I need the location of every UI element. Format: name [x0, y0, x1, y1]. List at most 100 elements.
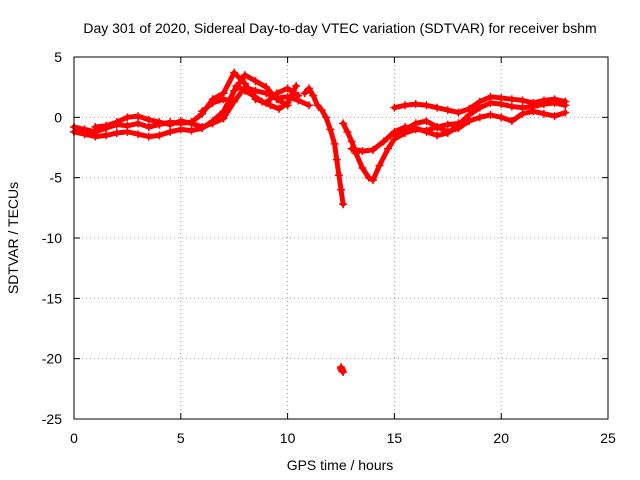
data-points: [70, 68, 570, 376]
x-tick-label: 25: [600, 430, 616, 446]
data-point: [240, 86, 249, 95]
data-point: [112, 129, 121, 138]
series-track-4: [198, 81, 301, 116]
x-tick-label: 15: [387, 430, 403, 446]
y-axis-label: SDTVAR / TECUs: [5, 182, 21, 294]
data-point: [465, 116, 474, 125]
data-point: [550, 95, 559, 104]
data-point: [275, 104, 284, 113]
data-point: [339, 200, 348, 209]
data-point: [390, 131, 399, 140]
data-point: [390, 103, 399, 112]
y-tick-labels: -25 -20 -15 -10 -5 0 5: [42, 49, 62, 427]
data-point: [155, 131, 164, 140]
data-point: [144, 122, 153, 131]
data-point: [176, 116, 185, 125]
data-point: [304, 84, 313, 93]
y-tick-label: -10: [42, 230, 62, 246]
y-tick-label: -15: [42, 290, 62, 306]
data-point: [208, 98, 217, 107]
data-point: [112, 118, 121, 127]
data-point: [422, 127, 431, 136]
data-point: [102, 131, 111, 140]
y-tick-label: -25: [42, 411, 62, 427]
x-tick-labels: 0 5 10 15 20 25: [70, 430, 616, 446]
series-track-9: [390, 107, 570, 140]
data-point: [518, 96, 527, 105]
axis-ticks: [73, 56, 609, 420]
data-point: [317, 106, 326, 115]
data-point: [518, 109, 527, 118]
data-point: [91, 132, 100, 141]
data-point: [144, 115, 153, 124]
data-point: [529, 98, 538, 107]
series-track-5: [300, 84, 348, 209]
data-point: [401, 101, 410, 110]
chart-title: Day 301 of 2020, Sidereal Day-to-day VTE…: [83, 20, 596, 36]
data-point: [240, 71, 249, 80]
y-tick-label: 5: [54, 49, 62, 65]
data-point: [266, 101, 275, 110]
data-point: [208, 119, 217, 128]
data-point: [198, 122, 207, 131]
data-point: [219, 95, 228, 104]
data-point: [529, 107, 538, 116]
data-point: [561, 108, 570, 117]
data-point: [334, 171, 343, 180]
data-point: [561, 97, 570, 106]
data-point: [144, 132, 153, 141]
data-point: [176, 125, 185, 134]
data-point: [422, 116, 431, 125]
series-track-8: [390, 92, 570, 117]
data-point: [475, 113, 484, 122]
x-tick-label: 10: [280, 430, 296, 446]
y-tick-label: -5: [50, 170, 63, 186]
data-point: [292, 81, 301, 90]
data-point: [134, 112, 143, 121]
data-point: [539, 109, 548, 118]
data-point: [347, 137, 356, 146]
data-point: [497, 94, 506, 103]
data-point: [497, 113, 506, 122]
data-point: [313, 101, 322, 110]
x-tick-label: 5: [177, 430, 185, 446]
data-point: [411, 119, 420, 128]
x-axis-label: GPS time / hours: [287, 457, 394, 473]
data-point: [358, 164, 367, 173]
data-point: [401, 125, 410, 134]
data-point: [465, 104, 474, 113]
data-point: [347, 144, 356, 153]
data-point: [294, 96, 303, 105]
data-point: [251, 86, 260, 95]
data-point: [332, 155, 341, 164]
data-point: [91, 122, 100, 131]
data-point: [80, 130, 89, 139]
data-point: [123, 113, 132, 122]
data-point: [358, 147, 367, 156]
data-point: [337, 185, 345, 194]
data-point: [187, 119, 196, 128]
data-point: [134, 130, 143, 139]
data-point: [304, 101, 313, 110]
data-point: [283, 84, 292, 93]
data-point: [232, 81, 241, 90]
data-point: [251, 77, 260, 86]
data-point: [155, 118, 164, 127]
data-point: [433, 131, 442, 140]
data-point: [322, 113, 331, 122]
data-point: [443, 106, 452, 115]
data-point: [443, 120, 452, 129]
data-point: [187, 126, 196, 135]
data-point: [309, 91, 318, 100]
data-point: [486, 92, 495, 101]
data-point: [379, 137, 388, 146]
data-point: [454, 108, 463, 117]
data-point: [300, 89, 309, 98]
data-point: [326, 125, 335, 134]
data-point: [166, 120, 175, 129]
data-point: [225, 96, 234, 105]
data-point: [475, 97, 484, 106]
data-point: [134, 119, 143, 128]
data-point: [262, 89, 271, 98]
